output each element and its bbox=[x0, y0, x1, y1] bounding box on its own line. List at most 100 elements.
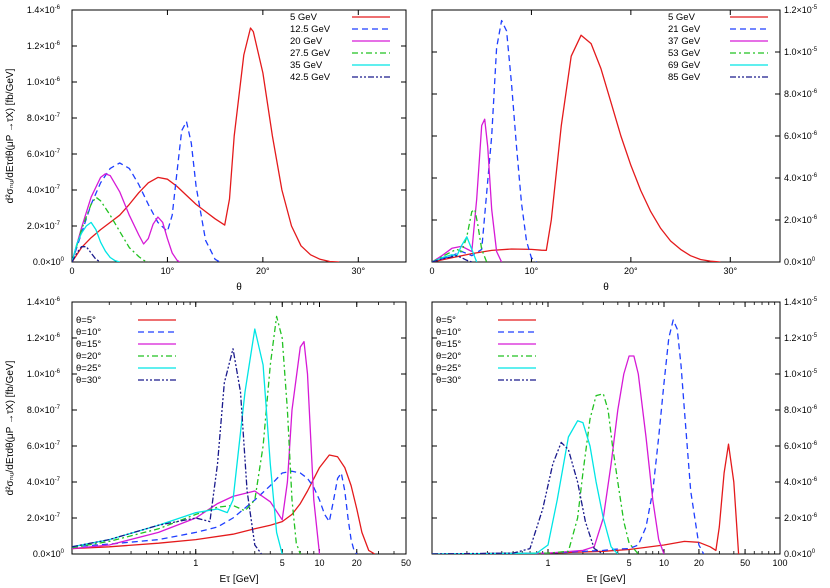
series-line-5 bbox=[72, 221, 120, 262]
series-line-5 bbox=[432, 420, 619, 554]
y-tick-exponent: -5 bbox=[812, 369, 818, 375]
y-tick-label: 1.2×10-5 bbox=[784, 333, 818, 343]
x-axis-label: Eτ [GeV] bbox=[587, 574, 626, 585]
plot-frame bbox=[71, 301, 407, 555]
legend-label: 53 GeV bbox=[668, 48, 701, 59]
legend-label: θ=25° bbox=[436, 363, 461, 374]
x-tick-label: 20 bbox=[352, 558, 362, 568]
y-tick-exponent: 0 bbox=[812, 549, 816, 555]
legend-label: θ=30° bbox=[76, 375, 101, 386]
y-tick-exponent: -5 bbox=[812, 5, 818, 11]
y-tick-exponent: -6 bbox=[55, 333, 61, 339]
y-tick-mantissa: 1.0×10 bbox=[27, 77, 55, 87]
series-line-2 bbox=[72, 120, 221, 262]
y-tick-exponent: -6 bbox=[812, 441, 818, 447]
y-tick-label: 4.0×10-7 bbox=[27, 185, 61, 195]
y-tick-mantissa: 1.4×10 bbox=[784, 297, 812, 307]
x-tick-label: 10 bbox=[314, 558, 324, 568]
y-tick-exponent: -6 bbox=[55, 41, 61, 47]
legend-label: θ=30° bbox=[436, 375, 461, 386]
y-tick-exponent: -6 bbox=[812, 513, 818, 519]
y-axis-label: d²σₙᵤ/dEτdθ(μP →τX) [fb/GeV] bbox=[5, 68, 16, 203]
y-tick-label: 8.0×10-6 bbox=[784, 405, 818, 415]
y-tick-mantissa: 4.0×10 bbox=[784, 173, 812, 183]
legend-label: 20 GeV bbox=[290, 36, 323, 47]
y-tick-mantissa: 1.2×10 bbox=[27, 333, 55, 343]
y-tick-exponent: -6 bbox=[55, 297, 61, 303]
y-tick-exponent: -7 bbox=[55, 405, 61, 411]
y-tick-mantissa: 0.0×10 bbox=[784, 257, 812, 267]
series-line-3 bbox=[432, 118, 503, 262]
series-line-2 bbox=[432, 19, 537, 262]
legend-label: θ=15° bbox=[76, 339, 101, 350]
legend-label: θ=5° bbox=[76, 315, 96, 326]
x-axis-label: Eτ [GeV] bbox=[220, 574, 259, 585]
y-tick-label: 0.0×100 bbox=[33, 549, 65, 559]
y-tick-mantissa: 4.0×10 bbox=[27, 477, 55, 487]
y-tick-exponent: -6 bbox=[812, 477, 818, 483]
y-tick-exponent: -7 bbox=[55, 441, 61, 447]
series-line-6 bbox=[432, 255, 473, 262]
y-tick-exponent: -6 bbox=[55, 5, 61, 11]
y-tick-exponent: -5 bbox=[812, 333, 818, 339]
y-tick-mantissa: 2.0×10 bbox=[27, 221, 55, 231]
x-tick-label: 10° bbox=[161, 266, 175, 276]
y-tick-label: 1.4×10-5 bbox=[784, 297, 818, 307]
series-line-3 bbox=[72, 340, 321, 554]
y-tick-mantissa: 1.0×10 bbox=[784, 47, 812, 57]
series-line-1 bbox=[432, 34, 721, 262]
chart-panel-3: 0.0×1002.0×10-74.0×10-76.0×10-78.0×10-71… bbox=[5, 297, 411, 585]
x-tick-label: 1 bbox=[193, 558, 198, 568]
y-tick-mantissa: 8.0×10 bbox=[27, 113, 55, 123]
y-tick-mantissa: 4.0×10 bbox=[784, 477, 812, 487]
y-tick-label: 4.0×10-6 bbox=[784, 173, 818, 183]
series-line-4 bbox=[72, 196, 149, 262]
x-tick-label: 30° bbox=[351, 266, 365, 276]
x-tick-label: 10° bbox=[525, 266, 539, 276]
series-line-3 bbox=[432, 355, 665, 554]
y-tick-mantissa: 2.0×10 bbox=[27, 513, 55, 523]
y-tick-mantissa: 8.0×10 bbox=[784, 405, 812, 415]
y-tick-label: 8.0×10-6 bbox=[784, 89, 818, 99]
y-tick-label: 2.0×10-6 bbox=[784, 215, 818, 225]
y-tick-exponent: -6 bbox=[55, 77, 61, 83]
y-tick-mantissa: 8.0×10 bbox=[784, 89, 812, 99]
x-tick-label: 0 bbox=[429, 266, 434, 276]
y-tick-exponent: 0 bbox=[61, 549, 65, 555]
legend-label: θ=25° bbox=[76, 363, 101, 374]
y-tick-mantissa: 1.0×10 bbox=[27, 369, 55, 379]
y-tick-mantissa: 1.4×10 bbox=[27, 297, 55, 307]
series-line-2 bbox=[432, 319, 705, 554]
y-tick-label: 0.0×100 bbox=[784, 257, 816, 267]
legend-label: 37 GeV bbox=[668, 36, 701, 47]
x-tick-label: 20° bbox=[624, 266, 638, 276]
chart-panel-2: 0.0×1002.0×10-64.0×10-66.0×10-68.0×10-61… bbox=[429, 5, 817, 293]
y-tick-mantissa: 6.0×10 bbox=[27, 441, 55, 451]
y-tick-mantissa: 1.2×10 bbox=[784, 5, 812, 15]
legend-label: θ=10° bbox=[436, 327, 461, 338]
y-tick-mantissa: 2.0×10 bbox=[784, 215, 812, 225]
y-tick-label: 4.0×10-6 bbox=[784, 477, 818, 487]
series-line-1 bbox=[432, 443, 740, 554]
y-tick-label: 6.0×10-7 bbox=[27, 149, 61, 159]
y-tick-exponent: -6 bbox=[812, 215, 818, 221]
series-line-4 bbox=[432, 208, 488, 262]
series-line-2 bbox=[72, 470, 358, 554]
series-line-5 bbox=[432, 236, 478, 262]
y-tick-mantissa: 6.0×10 bbox=[784, 441, 812, 451]
y-tick-mantissa: 6.0×10 bbox=[27, 149, 55, 159]
legend-label: 85 GeV bbox=[668, 72, 701, 83]
y-tick-label: 1.0×10-5 bbox=[784, 369, 818, 379]
y-tick-label: 2.0×10-7 bbox=[27, 513, 61, 523]
y-tick-exponent: -5 bbox=[812, 47, 818, 53]
y-tick-label: 1.0×10-6 bbox=[27, 77, 61, 87]
series-line-1 bbox=[72, 27, 340, 262]
legend-label: 35 GeV bbox=[290, 60, 323, 71]
legend-label: 21 GeV bbox=[668, 24, 701, 35]
y-tick-exponent: -6 bbox=[812, 173, 818, 179]
y-tick-label: 0.0×100 bbox=[784, 549, 816, 559]
y-tick-label: 1.2×10-5 bbox=[784, 5, 818, 15]
series-line-1 bbox=[72, 454, 376, 554]
y-tick-mantissa: 1.0×10 bbox=[784, 369, 812, 379]
x-tick-label: 5 bbox=[627, 558, 632, 568]
